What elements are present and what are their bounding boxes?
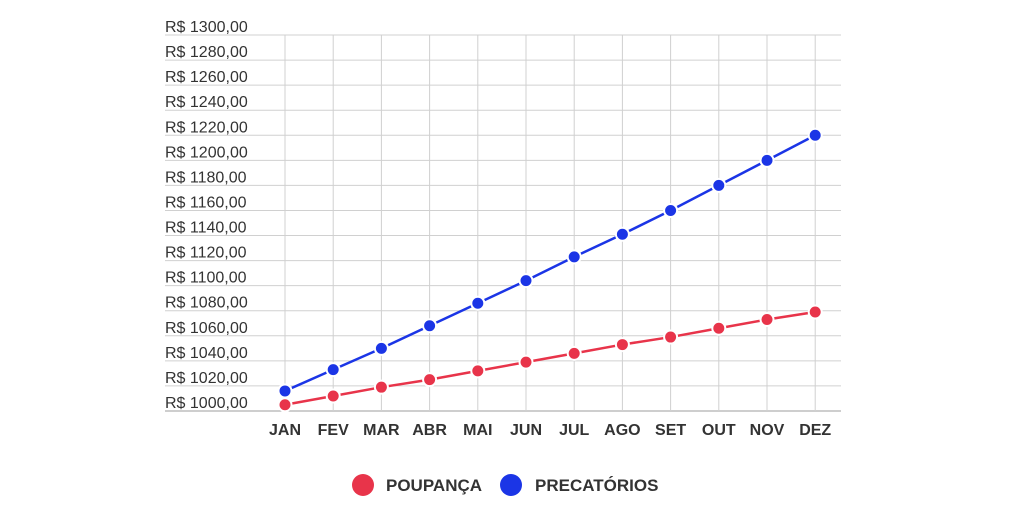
data-point: [518, 273, 534, 289]
data-point: [614, 226, 630, 242]
y-tick-label: R$ 1100,00: [165, 270, 247, 287]
y-tick-label: R$ 1080,00: [165, 295, 248, 312]
x-tick-label: MAR: [363, 422, 400, 439]
x-tick-label: NOV: [750, 422, 785, 439]
y-tick-label: R$ 1000,00: [165, 395, 248, 412]
x-tick-label: DEZ: [799, 422, 831, 439]
legend-marker: [352, 474, 374, 496]
series-line: [284, 310, 816, 406]
y-tick-label: R$ 1140,00: [165, 220, 247, 237]
data-point: [422, 318, 438, 334]
data-point: [566, 345, 582, 361]
legend-label: POUPANÇA: [386, 476, 482, 495]
y-tick-label: R$ 1280,00: [165, 44, 248, 61]
y-tick-label: R$ 1040,00: [165, 345, 248, 362]
x-tick-label: SET: [655, 422, 686, 439]
y-tick-label: R$ 1180,00: [165, 169, 247, 186]
y-tick-label: R$ 1240,00: [165, 94, 248, 111]
data-point: [711, 320, 727, 336]
data-point: [566, 249, 582, 265]
chart-grid: [165, 34, 841, 412]
y-tick-label: R$ 1060,00: [165, 320, 248, 337]
legend-marker: [500, 474, 522, 496]
y-tick-label: R$ 1120,00: [165, 245, 247, 262]
data-point: [614, 337, 630, 353]
data-point: [422, 372, 438, 388]
x-tick-label: JUN: [510, 422, 542, 439]
y-tick-label: R$ 1020,00: [165, 370, 248, 387]
x-tick-label: ABR: [412, 422, 447, 439]
y-tick-label: R$ 1260,00: [165, 69, 248, 86]
data-point: [470, 295, 486, 311]
y-tick-label: R$ 1220,00: [165, 119, 248, 136]
legend-label: PRECATÓRIOS: [535, 476, 658, 495]
x-tick-label: JUL: [559, 422, 589, 439]
x-tick-label: FEV: [318, 422, 349, 439]
x-axis: JAN FEV MAR ABR MAI JUN JUL AGO SET OUT NOV DEZ: [269, 422, 831, 439]
data-point: [277, 397, 293, 413]
data-point: [373, 379, 389, 395]
data-point: [325, 388, 341, 404]
chart-legend: POUPANÇA PRECATÓRIOS: [352, 474, 658, 496]
x-tick-label: AGO: [604, 422, 640, 439]
data-point: [277, 383, 293, 399]
data-point: [663, 202, 679, 218]
x-tick-label: OUT: [702, 422, 736, 439]
y-tick-label: R$ 1300,00: [165, 19, 248, 36]
y-tick-label: R$ 1200,00: [165, 144, 248, 161]
data-point: [470, 363, 486, 379]
series-line: [284, 134, 816, 393]
data-point: [518, 354, 534, 370]
y-tick-label: R$ 1160,00: [165, 194, 247, 211]
data-point: [711, 177, 727, 193]
data-point: [759, 152, 775, 168]
data-point: [807, 304, 823, 320]
data-point: [807, 127, 823, 143]
data-point: [373, 340, 389, 356]
x-tick-label: JAN: [269, 422, 301, 439]
x-tick-label: MAI: [463, 422, 492, 439]
data-point: [759, 312, 775, 328]
y-axis: R$ 1000,00 R$ 1020,00 R$ 1040,00 R$ 1060,00…: [165, 19, 248, 412]
data-point: [663, 329, 679, 345]
chart-series: [277, 127, 823, 413]
data-point: [325, 362, 341, 378]
